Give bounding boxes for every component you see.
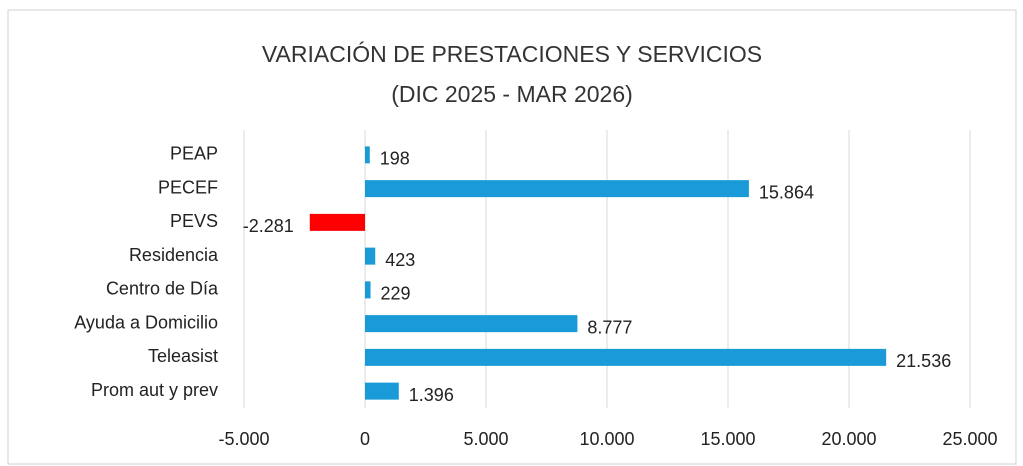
y-tick-label: Centro de Día [106, 279, 219, 299]
x-tick-label: 15.000 [700, 429, 755, 449]
x-tick-label: 20.000 [821, 429, 876, 449]
chart-subtitle: (DIC 2025 - MAR 2026) [391, 81, 633, 107]
data-label: 21.536 [896, 351, 951, 371]
y-tick-label: Teleasist [148, 346, 218, 366]
y-tick-label: PECEF [158, 177, 218, 197]
bar [309, 213, 365, 231]
bar [365, 146, 370, 164]
data-label: 8.777 [587, 317, 632, 337]
bar [365, 247, 376, 265]
x-tick-label: 0 [360, 429, 370, 449]
y-tick-label: PEVS [170, 211, 218, 231]
data-label: -2.281 [243, 216, 294, 236]
bar [365, 180, 749, 198]
y-tick-label: Residencia [129, 245, 219, 265]
data-label: 1.396 [409, 385, 454, 405]
data-label: 423 [385, 250, 415, 270]
bar [365, 281, 371, 299]
y-tick-label: Ayuda a Domicilio [74, 312, 218, 332]
x-tick-label: 10.000 [579, 429, 634, 449]
x-tick-label: 5.000 [463, 429, 508, 449]
data-label: 229 [381, 284, 411, 304]
x-tick-label: 25.000 [942, 429, 997, 449]
bar [365, 382, 399, 400]
bar [365, 348, 887, 366]
bar [365, 315, 578, 333]
x-tick-label: -5.000 [218, 429, 269, 449]
y-tick-label: Prom aut y prev [91, 380, 218, 400]
data-label: 15.864 [759, 182, 814, 202]
chart-title: VARIACIÓN DE PRESTACIONES Y SERVICIOS [262, 41, 762, 67]
data-label: 198 [380, 149, 410, 169]
y-tick-label: PEAP [170, 144, 218, 164]
chart-border [7, 9, 1017, 465]
